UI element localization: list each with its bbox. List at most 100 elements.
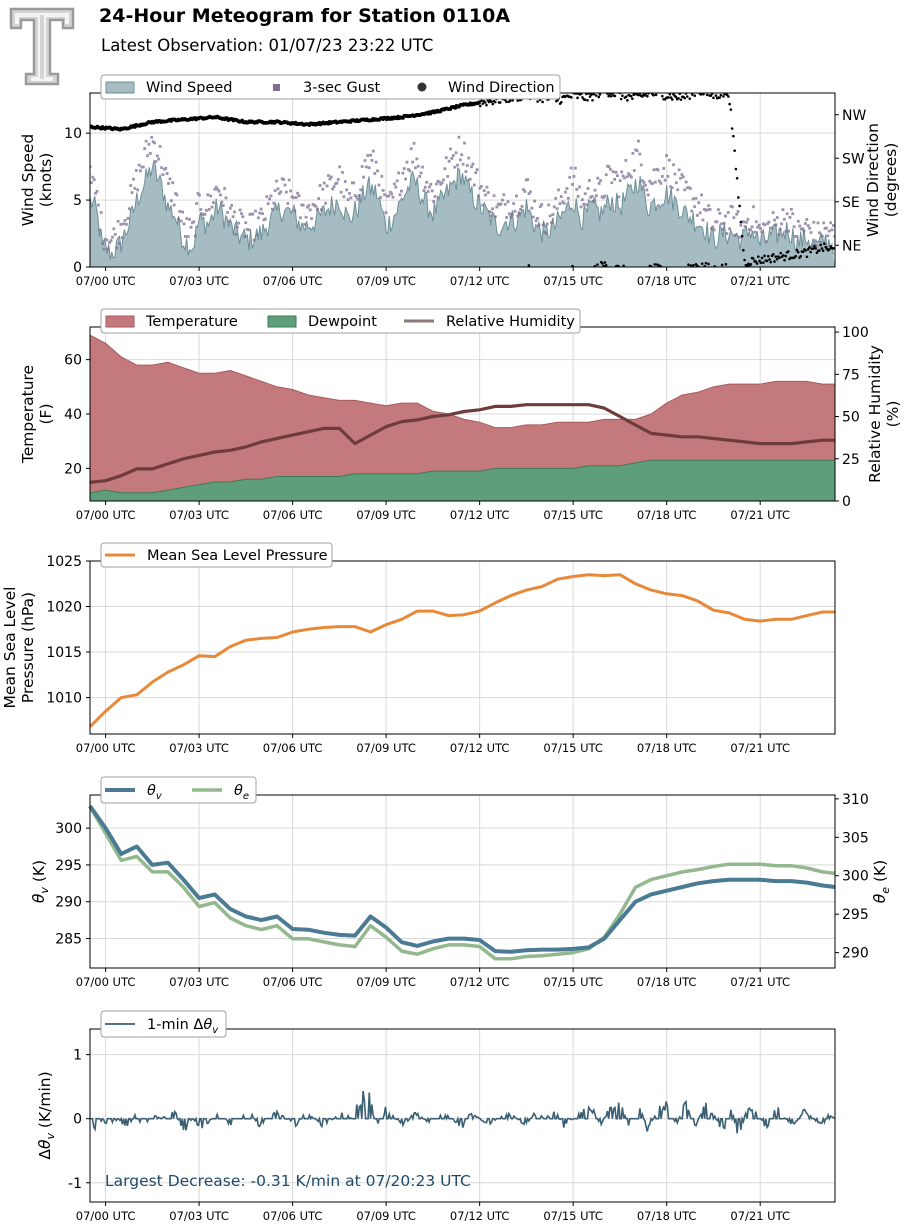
direction-marker bbox=[511, 99, 514, 102]
direction-marker bbox=[699, 93, 703, 96]
gust-marker bbox=[359, 188, 363, 192]
gust-marker bbox=[621, 174, 625, 178]
legend-item: Temperature bbox=[105, 314, 238, 330]
gust-marker bbox=[694, 196, 698, 200]
gust-marker bbox=[390, 192, 393, 196]
gust-marker bbox=[282, 178, 285, 181]
gust-marker bbox=[139, 169, 142, 173]
gust-marker bbox=[782, 217, 786, 221]
direction-marker bbox=[485, 103, 488, 107]
gust-marker bbox=[453, 165, 457, 169]
x-tick-label: 07/00 UTC bbox=[76, 1209, 136, 1223]
gust-marker bbox=[388, 190, 392, 194]
gust-marker bbox=[700, 193, 703, 197]
gust-marker bbox=[174, 192, 177, 195]
gust-marker bbox=[725, 232, 729, 235]
right-y-tick-label: 305 bbox=[842, 830, 869, 846]
legend-box bbox=[100, 308, 581, 334]
direction-marker bbox=[828, 248, 831, 251]
direction-marker bbox=[589, 93, 593, 96]
gust-marker bbox=[789, 207, 793, 211]
direction-marker bbox=[794, 254, 798, 258]
gust-marker bbox=[315, 207, 319, 211]
gust-marker bbox=[147, 142, 151, 146]
x-tick-label: 07/12 UTC bbox=[450, 975, 510, 989]
gust-marker bbox=[687, 186, 691, 190]
gust-marker bbox=[674, 181, 678, 185]
gust-marker bbox=[770, 226, 774, 230]
direction-marker bbox=[478, 104, 482, 108]
gust-marker bbox=[538, 205, 542, 208]
gust-marker bbox=[582, 202, 586, 206]
gust-marker bbox=[270, 207, 274, 211]
y-tick-label: 300 bbox=[55, 821, 82, 837]
direction-marker bbox=[809, 250, 812, 254]
gust-marker bbox=[289, 189, 292, 193]
direction-marker bbox=[629, 94, 633, 98]
direction-marker bbox=[603, 261, 607, 264]
gust-marker bbox=[247, 228, 250, 232]
gust-marker bbox=[301, 203, 305, 207]
direction-marker bbox=[769, 260, 773, 264]
gust-marker bbox=[265, 195, 269, 199]
gust-marker bbox=[252, 238, 256, 242]
gust-marker bbox=[547, 203, 551, 207]
gust-marker bbox=[416, 164, 420, 168]
gust-marker bbox=[493, 215, 497, 219]
gust-marker bbox=[90, 165, 92, 168]
grid-lines bbox=[90, 560, 835, 734]
y-tick-label: 40 bbox=[64, 407, 82, 423]
chart-title: 24-Hour Meteogram for Station 0110A bbox=[99, 5, 511, 27]
gust-marker bbox=[369, 153, 372, 157]
plot-frame bbox=[89, 1028, 836, 1203]
x-tick-label: 07/21 UTC bbox=[730, 508, 790, 522]
direction-marker bbox=[685, 95, 689, 98]
direction-marker bbox=[714, 94, 718, 97]
gust-marker bbox=[99, 211, 103, 214]
gust-marker bbox=[380, 174, 384, 178]
gust-marker bbox=[801, 227, 804, 231]
y-tick-label: 1015 bbox=[46, 645, 82, 661]
gust-marker bbox=[334, 182, 337, 186]
direction-marker bbox=[516, 99, 519, 102]
legend-label: Relative Humidity bbox=[446, 314, 575, 330]
gust-marker bbox=[638, 152, 642, 156]
y-axis-label: Wind Speed(knots) bbox=[19, 134, 55, 226]
direction-marker bbox=[823, 242, 826, 246]
direction-marker bbox=[752, 257, 755, 260]
gust-marker bbox=[179, 219, 183, 223]
wind-speed-area bbox=[90, 161, 835, 267]
direction-marker bbox=[613, 94, 617, 98]
gust-marker bbox=[411, 160, 415, 164]
dtheta-line bbox=[90, 1090, 835, 1134]
gust-marker bbox=[404, 177, 408, 181]
gust-marker bbox=[291, 196, 295, 200]
gust-marker bbox=[576, 195, 580, 198]
legend-item: 1-min Δθv bbox=[105, 1017, 219, 1036]
gust-marker bbox=[806, 224, 810, 227]
direction-marker bbox=[754, 260, 758, 263]
direction-marker bbox=[773, 260, 776, 263]
gust-marker bbox=[255, 233, 259, 237]
gust-marker bbox=[575, 188, 579, 191]
gust-marker bbox=[193, 234, 197, 238]
gust-marker bbox=[186, 235, 190, 238]
x-tick-label: 07/21 UTC bbox=[730, 741, 790, 755]
gust-marker bbox=[123, 219, 127, 222]
direction-marker bbox=[759, 261, 763, 265]
gust-marker bbox=[101, 242, 105, 246]
right-y-tick-label: 310 bbox=[842, 792, 869, 808]
gust-marker bbox=[313, 204, 316, 207]
direction-marker bbox=[624, 95, 628, 99]
direction-marker bbox=[735, 177, 739, 180]
gust-marker bbox=[482, 189, 486, 192]
gust-marker bbox=[530, 206, 534, 210]
gust-marker bbox=[370, 158, 374, 162]
gust-marker bbox=[91, 175, 95, 179]
direction-marker bbox=[498, 101, 502, 104]
direction-marker bbox=[669, 96, 673, 99]
gust-marker bbox=[784, 230, 788, 233]
gust-marker bbox=[314, 204, 318, 208]
gust-marker bbox=[684, 180, 688, 184]
gust-marker bbox=[474, 171, 478, 175]
